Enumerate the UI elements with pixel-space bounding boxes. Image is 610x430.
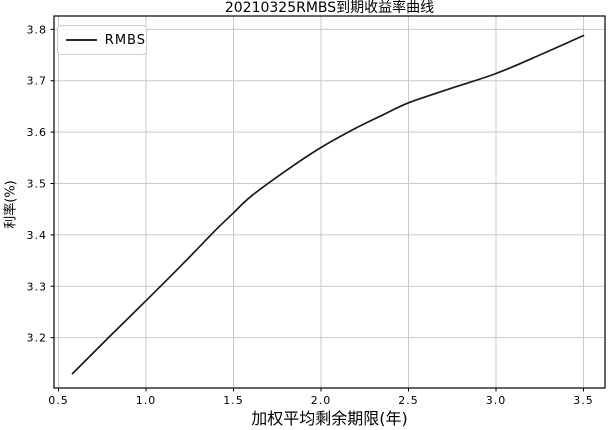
y-tick-label: 3.4 bbox=[27, 229, 48, 242]
series-line-rmbs bbox=[71, 34, 585, 375]
x-tick-label: 3.0 bbox=[486, 394, 507, 407]
legend-label: RMBS bbox=[104, 32, 146, 48]
y-tick-label: 3.8 bbox=[27, 23, 48, 36]
legend: RMBS bbox=[57, 25, 147, 55]
x-tick-label: 1.5 bbox=[223, 394, 244, 407]
axes-box bbox=[53, 15, 606, 389]
legend-line-sample-icon bbox=[66, 39, 97, 41]
x-tick-label: 2.0 bbox=[311, 394, 332, 407]
y-axis-label: 利率(%) bbox=[3, 180, 19, 229]
y-tick-label: 3.2 bbox=[27, 332, 48, 345]
y-tick-label: 3.5 bbox=[27, 178, 48, 191]
y-tick-label: 3.3 bbox=[27, 280, 48, 293]
y-tick-label: 3.6 bbox=[27, 126, 48, 139]
x-axis-label: 加权平均剩余期限(年) bbox=[251, 409, 408, 428]
x-tick-label: 0.5 bbox=[48, 394, 69, 407]
chart-title: 20210325RMBS到期收益率曲线 bbox=[224, 0, 435, 16]
x-tick-label: 1.0 bbox=[136, 394, 157, 407]
x-tick-label: 2.5 bbox=[398, 394, 419, 407]
y-tick-label: 3.7 bbox=[27, 75, 48, 88]
x-tick-label: 3.5 bbox=[573, 394, 594, 407]
